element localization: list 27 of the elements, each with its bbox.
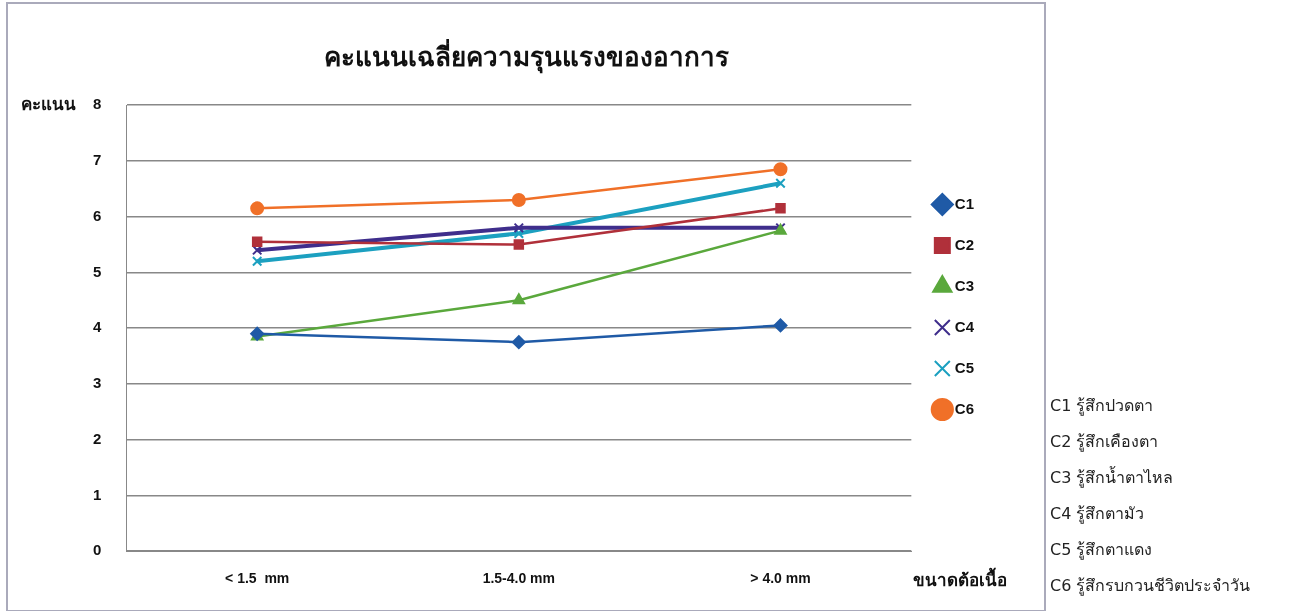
y-tick-label: 6: [93, 206, 102, 224]
y-tick-label: 7: [93, 151, 102, 169]
y-tick-label: 5: [93, 262, 102, 280]
y-tick-label: 3: [93, 374, 102, 392]
text: C5 รู้สึกตาแดง: [1050, 539, 1154, 562]
chart-title: คะแนนเฉลี่ยความรุนแรงของอาการ: [323, 38, 729, 75]
x-tick-label: 1.5-4.0 mm: [482, 570, 556, 587]
y-tick-label: 1: [93, 485, 102, 503]
y-axis-title: คะแนน: [21, 93, 77, 114]
y-tick-label: 2: [93, 429, 102, 447]
text: C3 รู้สึกน้ำตาไหล: [1050, 465, 1175, 490]
legend-label: C4: [954, 317, 975, 335]
legend-label: C2: [954, 235, 975, 253]
legend-label: C3: [954, 276, 975, 294]
legend-label: C5: [954, 358, 975, 376]
y-tick-label: 0: [93, 541, 102, 559]
text: C4 รู้สึกตามัว: [1050, 503, 1146, 526]
x-tick-label: > 4.0 mm: [750, 570, 811, 587]
legend-label: C1: [954, 194, 975, 212]
x-tick-label: < 1.5 mm: [225, 570, 290, 587]
text: C2 รู้สึกเคืองตา: [1050, 431, 1160, 454]
legend-label: C6: [954, 399, 975, 417]
y-tick-label: 4: [93, 318, 102, 336]
x-axis-title: ขนาดต้อเนื้อ: [913, 566, 1008, 590]
y-tick-label: 8: [93, 95, 102, 113]
text: C1 รู้สึกปวดตา: [1050, 395, 1155, 418]
text: C6 รู้สึกรบกวนชีวิตประจำวัน: [1050, 575, 1251, 598]
